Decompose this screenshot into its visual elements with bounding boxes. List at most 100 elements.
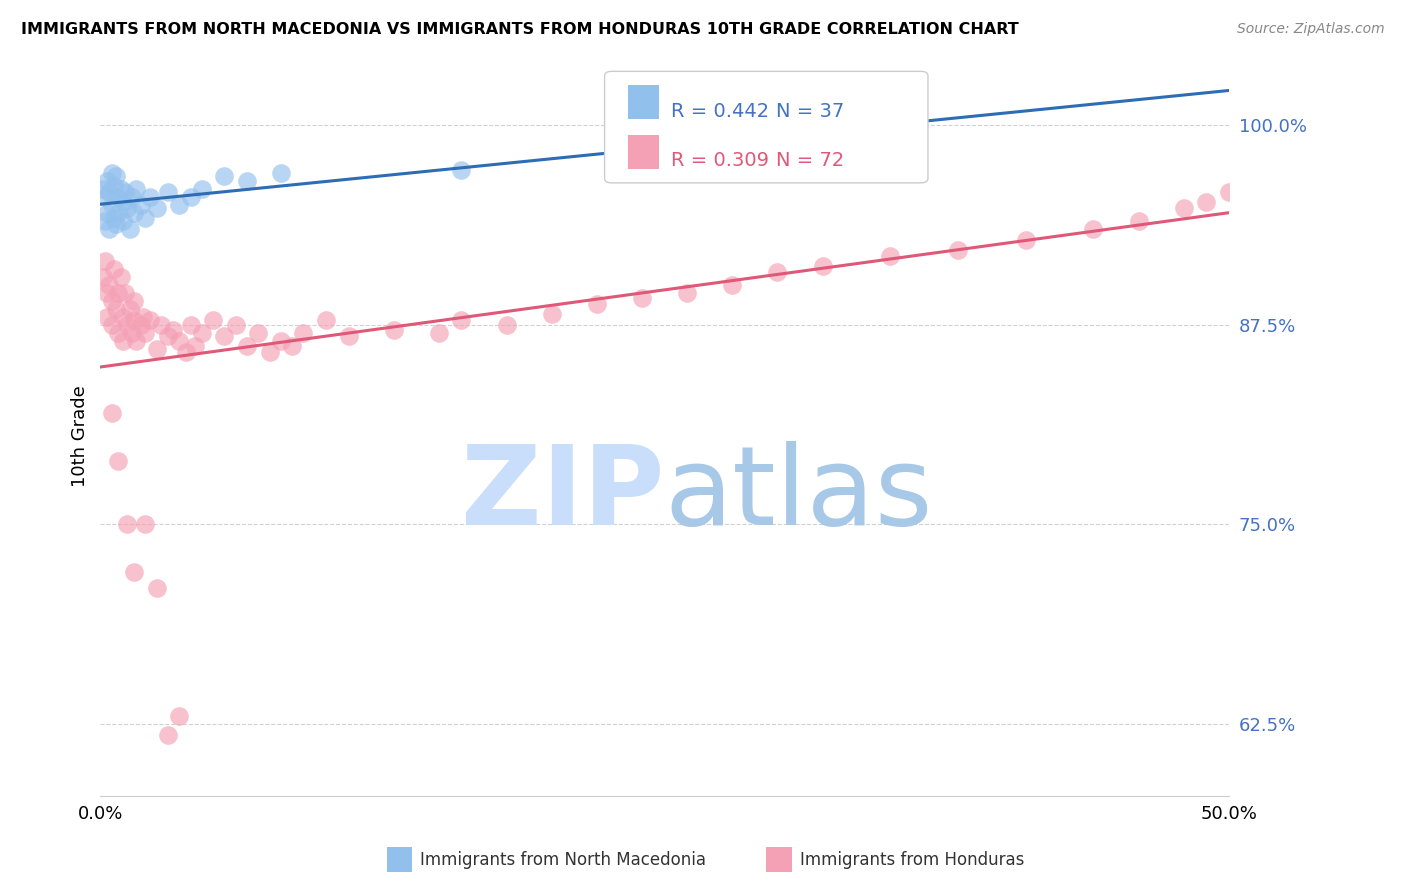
Text: IMMIGRANTS FROM NORTH MACEDONIA VS IMMIGRANTS FROM HONDURAS 10TH GRADE CORRELATI: IMMIGRANTS FROM NORTH MACEDONIA VS IMMIG… (21, 22, 1019, 37)
Point (105, 169, 128, 184)
Point (139, 190, 162, 204)
Point (150, 318, 173, 332)
Point (427, 326, 450, 340)
Point (202, 313, 225, 327)
Point (114, 186, 136, 200)
Point (107, 206, 129, 220)
Point (270, 166, 292, 180)
Point (96, 174, 118, 188)
Point (94, 254, 117, 268)
Text: R = 0.442: R = 0.442 (671, 102, 769, 120)
Point (94, 190, 117, 204)
Point (111, 194, 134, 209)
Point (146, 202, 169, 216)
Text: Source: ZipAtlas.com: Source: ZipAtlas.com (1237, 22, 1385, 37)
Text: Immigrants from Honduras: Immigrants from Honduras (800, 851, 1025, 869)
Text: N = 72: N = 72 (776, 151, 845, 169)
Point (169, 198, 191, 212)
Point (111, 334, 134, 348)
Text: atlas: atlas (665, 441, 934, 548)
Point (315, 313, 337, 327)
Point (122, 313, 145, 327)
Point (540, 307, 562, 321)
Point (103, 211, 125, 225)
Point (879, 249, 901, 263)
Point (134, 326, 156, 340)
Point (100, 166, 122, 180)
Point (100, 198, 122, 212)
Point (259, 345, 281, 359)
Point (103, 262, 125, 277)
Point (337, 329, 360, 343)
Point (118, 301, 141, 316)
Point (811, 259, 834, 273)
Point (96, 310, 118, 324)
Point (631, 291, 654, 305)
Point (586, 297, 609, 311)
Point (117, 318, 139, 332)
Point (111, 214, 134, 228)
Point (174, 345, 197, 359)
Point (169, 334, 191, 348)
Point (121, 190, 143, 204)
Point (117, 517, 139, 532)
Point (236, 338, 259, 352)
Point (382, 323, 405, 337)
Point (292, 326, 315, 340)
Point (107, 190, 129, 204)
Point (100, 293, 122, 308)
Point (180, 190, 202, 204)
Point (105, 301, 128, 316)
Point (1083, 222, 1105, 236)
Point (1218, 186, 1240, 200)
Point (139, 313, 162, 327)
Point (157, 329, 180, 343)
Point (100, 406, 122, 420)
Point (184, 338, 207, 352)
Point (107, 453, 129, 467)
Point (191, 326, 214, 340)
Point (103, 179, 125, 194)
Point (91, 182, 114, 196)
Point (1015, 233, 1038, 247)
Point (122, 293, 145, 308)
Point (157, 728, 180, 742)
Point (98, 222, 121, 236)
Point (169, 709, 191, 723)
Point (111, 310, 134, 324)
Point (1173, 202, 1195, 216)
Point (180, 318, 202, 332)
Point (121, 326, 143, 340)
Point (94, 214, 117, 228)
Point (1195, 194, 1218, 209)
Point (91, 270, 114, 285)
Point (270, 334, 292, 348)
Point (117, 202, 139, 216)
Point (191, 182, 214, 196)
Point (214, 169, 236, 184)
Point (96, 285, 118, 300)
Point (721, 137, 744, 152)
Text: ZIP: ZIP (461, 441, 665, 548)
Point (766, 265, 789, 279)
Point (110, 270, 132, 285)
Point (162, 323, 184, 337)
Point (122, 206, 145, 220)
Point (676, 285, 699, 300)
Point (450, 313, 472, 327)
Point (157, 186, 180, 200)
Point (134, 517, 156, 532)
Point (129, 198, 152, 212)
Point (125, 182, 148, 196)
Point (214, 329, 236, 343)
Point (236, 174, 259, 188)
Point (129, 318, 152, 332)
Point (118, 222, 141, 236)
Point (281, 338, 304, 352)
Point (105, 217, 128, 231)
Text: N = 37: N = 37 (776, 102, 845, 120)
Point (134, 211, 156, 225)
Point (98, 277, 121, 292)
Point (110, 182, 132, 196)
Point (122, 566, 145, 580)
